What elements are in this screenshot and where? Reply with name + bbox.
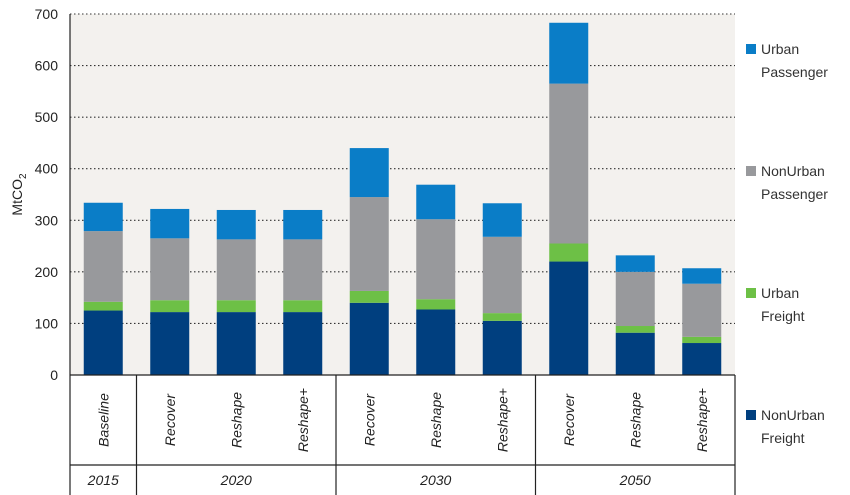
- legend-label: Passenger: [761, 64, 828, 80]
- bar-segment: [416, 184, 456, 220]
- legend-item: NonUrban Passenger: [746, 163, 828, 202]
- y-tick-label: 700: [35, 6, 59, 22]
- category-label: Reshape: [627, 392, 643, 448]
- legend: Urban Passenger NonUrban Passenger Urban Frei…: [746, 41, 828, 446]
- category-label: Reshape: [228, 392, 244, 448]
- category-label: Reshape+: [295, 388, 311, 452]
- group-label: 2015: [87, 472, 119, 488]
- bar-segment: [682, 268, 722, 284]
- legend-label: Urban: [761, 41, 799, 57]
- y-axis-label: MtCO2: [9, 173, 29, 216]
- legend-label: NonUrban: [761, 163, 825, 179]
- bar-segment: [482, 236, 522, 314]
- bar-segment: [283, 209, 323, 240]
- legend-swatch: [746, 44, 756, 54]
- legend-label: Passenger: [761, 186, 828, 202]
- bar-segment: [549, 22, 589, 84]
- category-label: Recover: [561, 393, 577, 446]
- bar-segment: [682, 283, 722, 337]
- bar-segment: [682, 343, 722, 375]
- bar-segment: [83, 310, 123, 375]
- bar-segment: [150, 238, 190, 301]
- axes: [69, 14, 736, 495]
- legend-label: NonUrban: [761, 407, 825, 423]
- y-tick-label: 200: [35, 264, 59, 280]
- category-labels: Baseline Recover Reshape Reshape+ Recover Res…: [95, 388, 710, 452]
- bar-segment: [83, 202, 123, 232]
- bar-segment: [349, 302, 389, 375]
- bar-segment: [216, 239, 256, 301]
- bars: [83, 22, 722, 375]
- category-label: Baseline: [95, 393, 111, 447]
- legend-swatch: [746, 288, 756, 298]
- group-labels: 2015 2020 2030 2050: [87, 472, 651, 488]
- bar-segment: [216, 312, 256, 375]
- bar-segment: [615, 271, 655, 327]
- bar-segment: [150, 312, 190, 375]
- bar-segment: [615, 255, 655, 272]
- bar-segment: [416, 299, 456, 310]
- y-axis-label-main: MtCO: [9, 179, 25, 216]
- group-label: 2030: [419, 472, 451, 488]
- legend-swatch: [746, 166, 756, 176]
- bar-segment: [349, 290, 389, 303]
- bar-segment: [615, 326, 655, 333]
- bar-segment: [482, 320, 522, 375]
- category-label: Reshape: [428, 392, 444, 448]
- bar-segment: [416, 219, 456, 300]
- legend-item: Urban Freight: [746, 285, 805, 324]
- group-label: 2050: [619, 472, 651, 488]
- bar-segment: [150, 300, 190, 313]
- y-tick-label: 100: [35, 315, 59, 331]
- bar-segment: [349, 148, 389, 198]
- bar-segment: [482, 203, 522, 237]
- bar-segment: [549, 261, 589, 375]
- bar-segment: [216, 209, 256, 240]
- y-tick-label: 600: [35, 58, 59, 74]
- bar-segment: [615, 332, 655, 375]
- y-tick-label: 0: [50, 367, 58, 383]
- y-tick-label: 300: [35, 212, 59, 228]
- legend-item: NonUrban Freight: [746, 407, 825, 446]
- group-label: 2020: [220, 472, 252, 488]
- legend-label: Freight: [761, 430, 805, 446]
- bar-segment: [150, 208, 190, 239]
- category-label: Reshape+: [494, 388, 510, 452]
- category-label: Reshape+: [694, 388, 710, 452]
- y-tick-label: 400: [35, 161, 59, 177]
- legend-swatch: [746, 410, 756, 420]
- category-label: Recover: [162, 393, 178, 446]
- bar-segment: [283, 239, 323, 301]
- bar-segment: [416, 309, 456, 375]
- bar-segment: [83, 301, 123, 311]
- bar-segment: [549, 243, 589, 262]
- bar-segment: [216, 300, 256, 313]
- legend-label: Urban: [761, 285, 799, 301]
- legend-label: Freight: [761, 308, 805, 324]
- bar-segment: [83, 231, 123, 302]
- bar-segment: [283, 300, 323, 313]
- gridlines: [70, 13, 735, 324]
- bar-segment: [682, 336, 722, 344]
- y-tick-labels: 0 100 200 300 400 500 600 700: [35, 6, 59, 383]
- bar-segment: [349, 197, 389, 291]
- bar-segment: [482, 313, 522, 321]
- y-tick-label: 500: [35, 109, 59, 125]
- bar-segment: [283, 312, 323, 375]
- legend-item: Urban Passenger: [746, 41, 828, 80]
- y-axis-label-subscript: 2: [18, 173, 29, 179]
- bar-segment: [549, 83, 589, 244]
- category-label: Recover: [361, 393, 377, 446]
